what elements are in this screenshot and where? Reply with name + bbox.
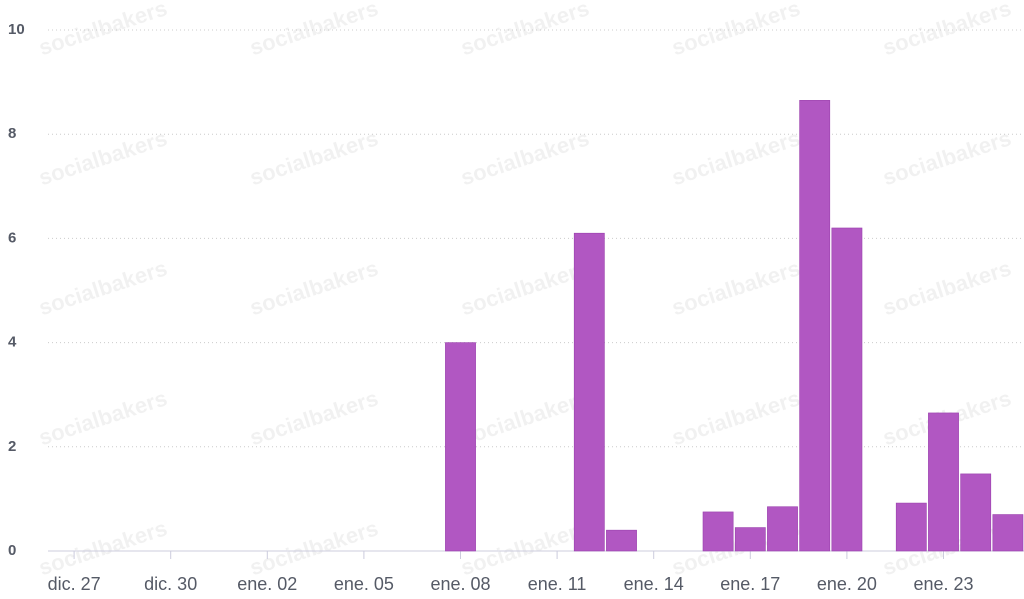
bar: [960, 473, 992, 552]
bar: [606, 529, 637, 552]
x-tick-label: ene. 05: [334, 574, 394, 594]
x-tick-label: dic. 30: [144, 574, 197, 594]
bar: [992, 514, 1024, 552]
x-tick-label: ene. 20: [817, 574, 877, 594]
bar: [928, 412, 959, 552]
bar: [831, 227, 863, 552]
watermark: socialbakers: [247, 515, 382, 580]
x-tick-label: ene. 23: [913, 574, 973, 594]
watermark: socialbakers: [458, 515, 593, 580]
x-tick-label: ene. 08: [430, 574, 490, 594]
watermark: socialbakers: [247, 385, 382, 450]
watermark: socialbakers: [458, 125, 593, 190]
x-tick-label: ene. 02: [237, 574, 297, 594]
watermark: socialbakers: [36, 0, 171, 60]
bar: [573, 232, 605, 552]
y-tick-label: 8: [8, 125, 16, 142]
y-tick-label: 6: [8, 229, 16, 246]
x-tick-label: ene. 11: [528, 574, 587, 594]
bar: [895, 502, 927, 552]
y-tick-label: 2: [8, 438, 16, 455]
y-tick-label: 4: [8, 334, 17, 351]
watermark: socialbakers: [458, 385, 593, 450]
bar: [767, 506, 798, 552]
watermark: socialbakers: [36, 255, 171, 320]
bar: [799, 100, 831, 552]
watermark: socialbakers: [880, 125, 1015, 190]
watermark: socialbakers: [247, 255, 382, 320]
y-tick-label: 10: [8, 21, 25, 38]
watermark: socialbakers: [247, 125, 382, 190]
watermark: socialbakers: [36, 125, 171, 190]
bar: [445, 342, 476, 552]
bar: [734, 527, 766, 552]
x-tick-label: ene. 14: [624, 574, 684, 594]
watermark: socialbakers: [669, 125, 804, 190]
watermark: socialbakers: [36, 385, 171, 450]
x-tick-label: ene. 17: [720, 574, 780, 594]
bar: [702, 511, 734, 552]
watermark: socialbakers: [36, 515, 171, 580]
watermark: socialbakers: [880, 0, 1015, 60]
watermark: socialbakers: [880, 255, 1015, 320]
y-tick-label: 0: [8, 542, 16, 559]
x-tick-label: dic. 27: [48, 574, 101, 594]
watermark: socialbakers: [669, 385, 804, 450]
watermark: socialbakers: [458, 255, 593, 320]
watermark: socialbakers: [669, 255, 804, 320]
